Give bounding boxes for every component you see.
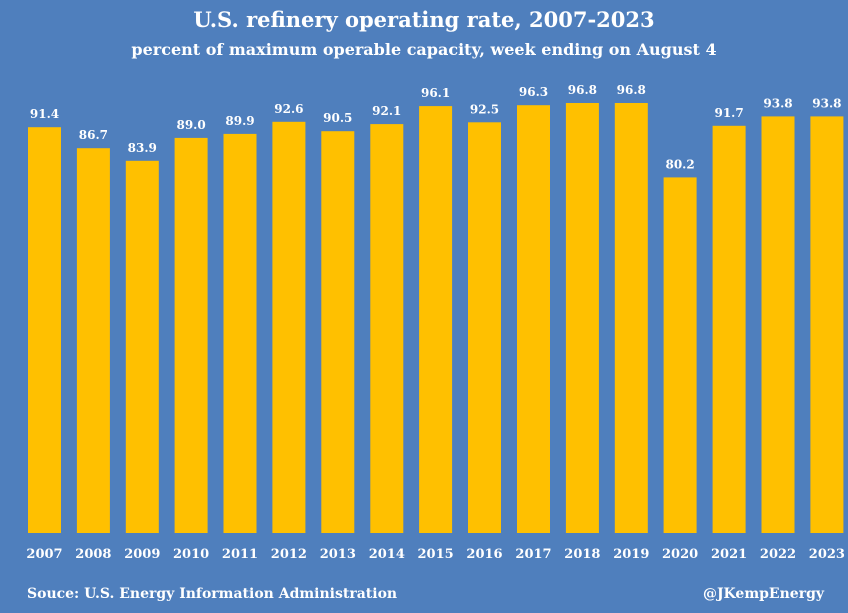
bar-2010 <box>174 137 208 533</box>
value-label-2009: 83.9 <box>128 141 157 155</box>
value-label-2015: 96.1 <box>421 86 450 100</box>
chart-title: U.S. refinery operating rate, 2007-2023 <box>193 7 654 32</box>
value-label-2008: 86.7 <box>79 128 108 142</box>
value-label-2007: 91.4 <box>30 107 59 121</box>
x-tick-2011: 2011 <box>222 547 258 562</box>
bar-2022 <box>761 116 795 534</box>
source-note: Souce: U.S. Energy Information Administr… <box>27 586 397 602</box>
x-tick-2021: 2021 <box>711 547 747 562</box>
x-tick-2010: 2010 <box>173 547 209 562</box>
x-tick-2016: 2016 <box>466 547 502 562</box>
value-label-2014: 92.1 <box>372 104 401 118</box>
bar-2015 <box>419 106 453 533</box>
bars-group <box>28 103 844 534</box>
value-label-2020: 80.2 <box>665 157 694 171</box>
x-tick-2013: 2013 <box>320 547 356 562</box>
x-tick-2009: 2009 <box>124 547 160 562</box>
x-tick-labels-group: 2007 2008 2009 2010 2011 2012 2013 2014 2015 2016… <box>26 547 845 562</box>
x-tick-2023: 2023 <box>809 547 845 562</box>
x-tick-2008: 2008 <box>75 547 111 562</box>
bar-2016 <box>468 122 501 534</box>
x-tick-2017: 2017 <box>515 547 551 562</box>
value-label-2010: 89.0 <box>176 118 205 132</box>
value-label-2018: 96.8 <box>568 83 597 97</box>
value-label-2012: 92.6 <box>274 102 303 116</box>
bar-2017 <box>517 105 550 533</box>
x-tick-2019: 2019 <box>613 547 649 562</box>
value-label-2016: 92.5 <box>470 102 499 116</box>
value-label-2013: 90.5 <box>323 111 352 125</box>
bar-2019 <box>614 103 648 533</box>
value-label-2021: 91.7 <box>714 106 743 120</box>
x-tick-2015: 2015 <box>418 547 454 562</box>
value-label-2023: 93.8 <box>812 96 841 110</box>
x-tick-2007: 2007 <box>26 547 62 562</box>
x-tick-2020: 2020 <box>662 547 698 562</box>
value-label-2017: 96.3 <box>519 85 548 99</box>
bar-2020 <box>663 177 697 533</box>
bar-2014 <box>370 124 404 533</box>
value-label-2011: 89.9 <box>225 114 254 128</box>
chart-subtitle: percent of maximum operable capacity, we… <box>131 40 716 59</box>
x-tick-2022: 2022 <box>760 547 796 562</box>
bar-2012 <box>272 121 306 534</box>
author-credit: @JKempEnergy <box>703 586 825 602</box>
bar-2018 <box>565 103 599 533</box>
value-label-2019: 96.8 <box>617 83 646 97</box>
x-tick-2014: 2014 <box>369 547 405 562</box>
bar-2013 <box>321 131 355 533</box>
bar-2009 <box>125 160 159 534</box>
value-labels-group: 91.4 86.7 83.9 89.0 89.9 92.6 90.5 92.1 96.1 92.5… <box>30 83 842 171</box>
bar-2007 <box>28 127 61 533</box>
x-tick-2012: 2012 <box>271 547 307 562</box>
bar-2011 <box>223 133 257 533</box>
bar-2021 <box>712 125 746 534</box>
value-label-2022: 93.8 <box>763 96 792 110</box>
x-tick-2018: 2018 <box>564 547 600 562</box>
bar-2023 <box>810 116 844 534</box>
bar-2008 <box>76 148 110 533</box>
